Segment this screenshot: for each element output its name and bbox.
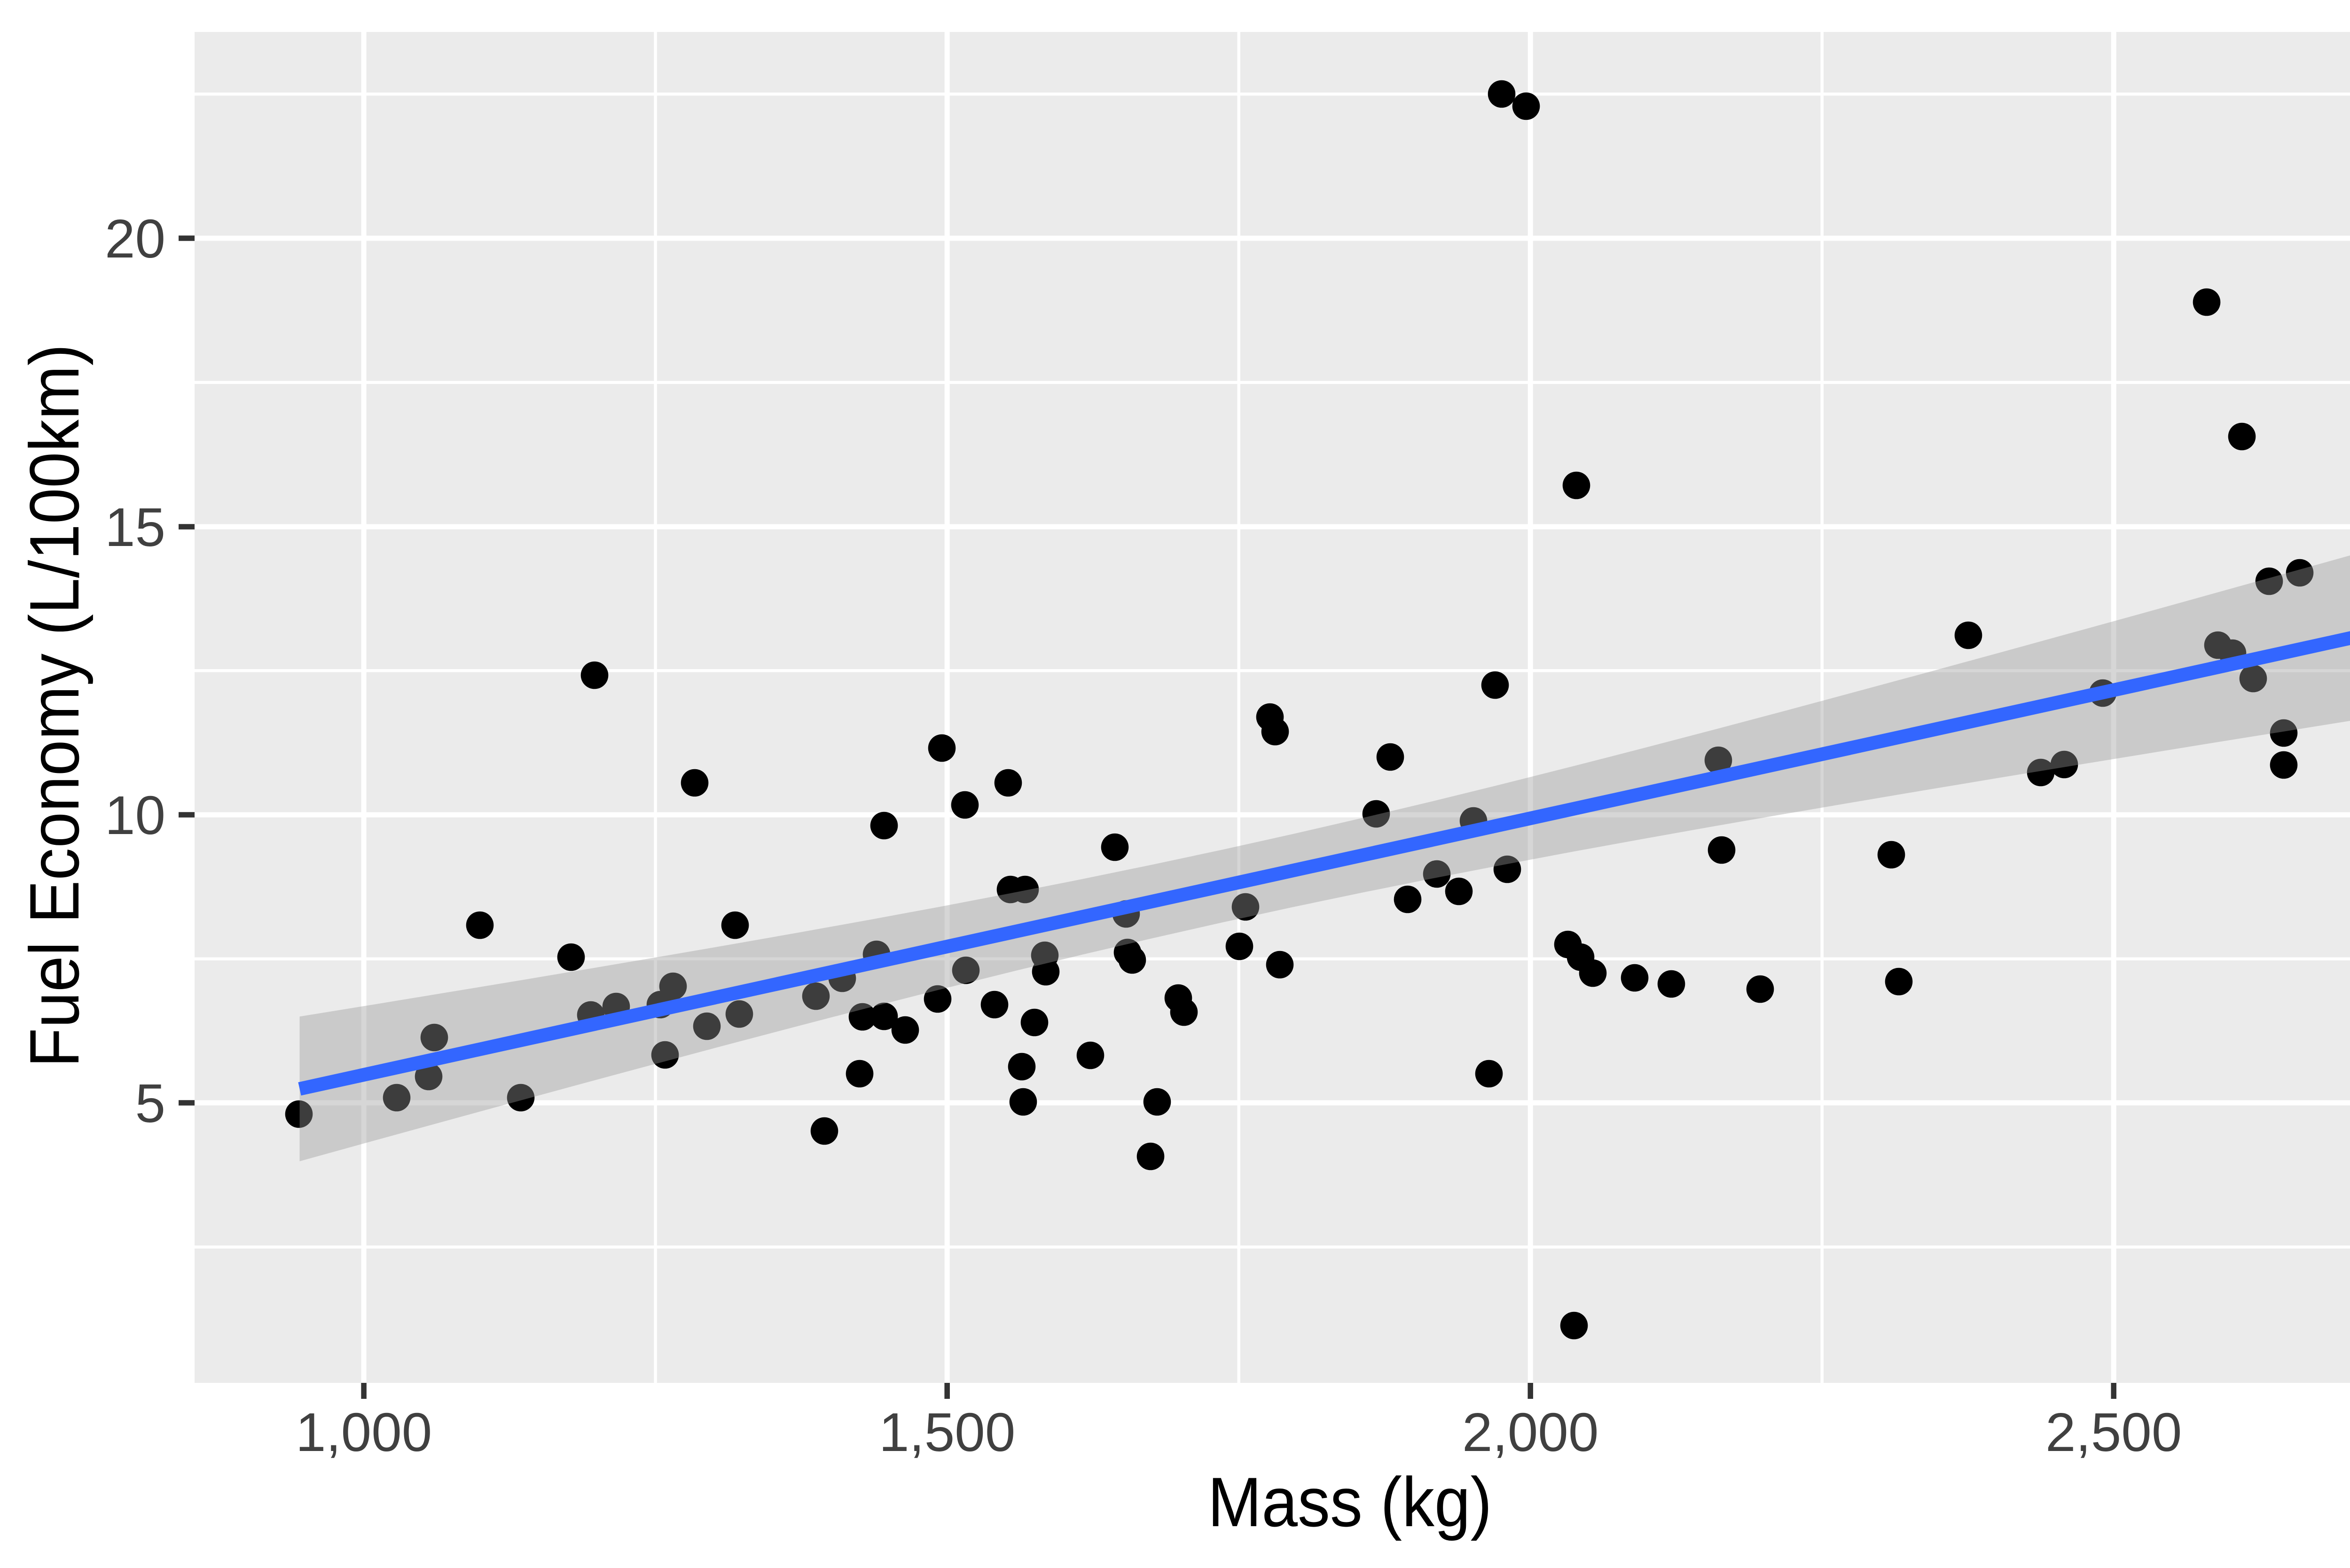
svg-text:Fuel Economy (L/100km): Fuel Economy (L/100km) bbox=[16, 344, 94, 1068]
svg-text:1,500: 1,500 bbox=[879, 1402, 1015, 1463]
svg-text:1,000: 1,000 bbox=[296, 1402, 432, 1463]
svg-text:5: 5 bbox=[135, 1073, 165, 1134]
svg-text:10: 10 bbox=[105, 785, 165, 846]
svg-text:20: 20 bbox=[105, 208, 165, 269]
svg-text:15: 15 bbox=[105, 497, 165, 558]
svg-text:2,000: 2,000 bbox=[1462, 1402, 1598, 1463]
svg-text:Mass (kg): Mass (kg) bbox=[1208, 1463, 1492, 1541]
svg-text:2,500: 2,500 bbox=[2045, 1402, 2182, 1463]
